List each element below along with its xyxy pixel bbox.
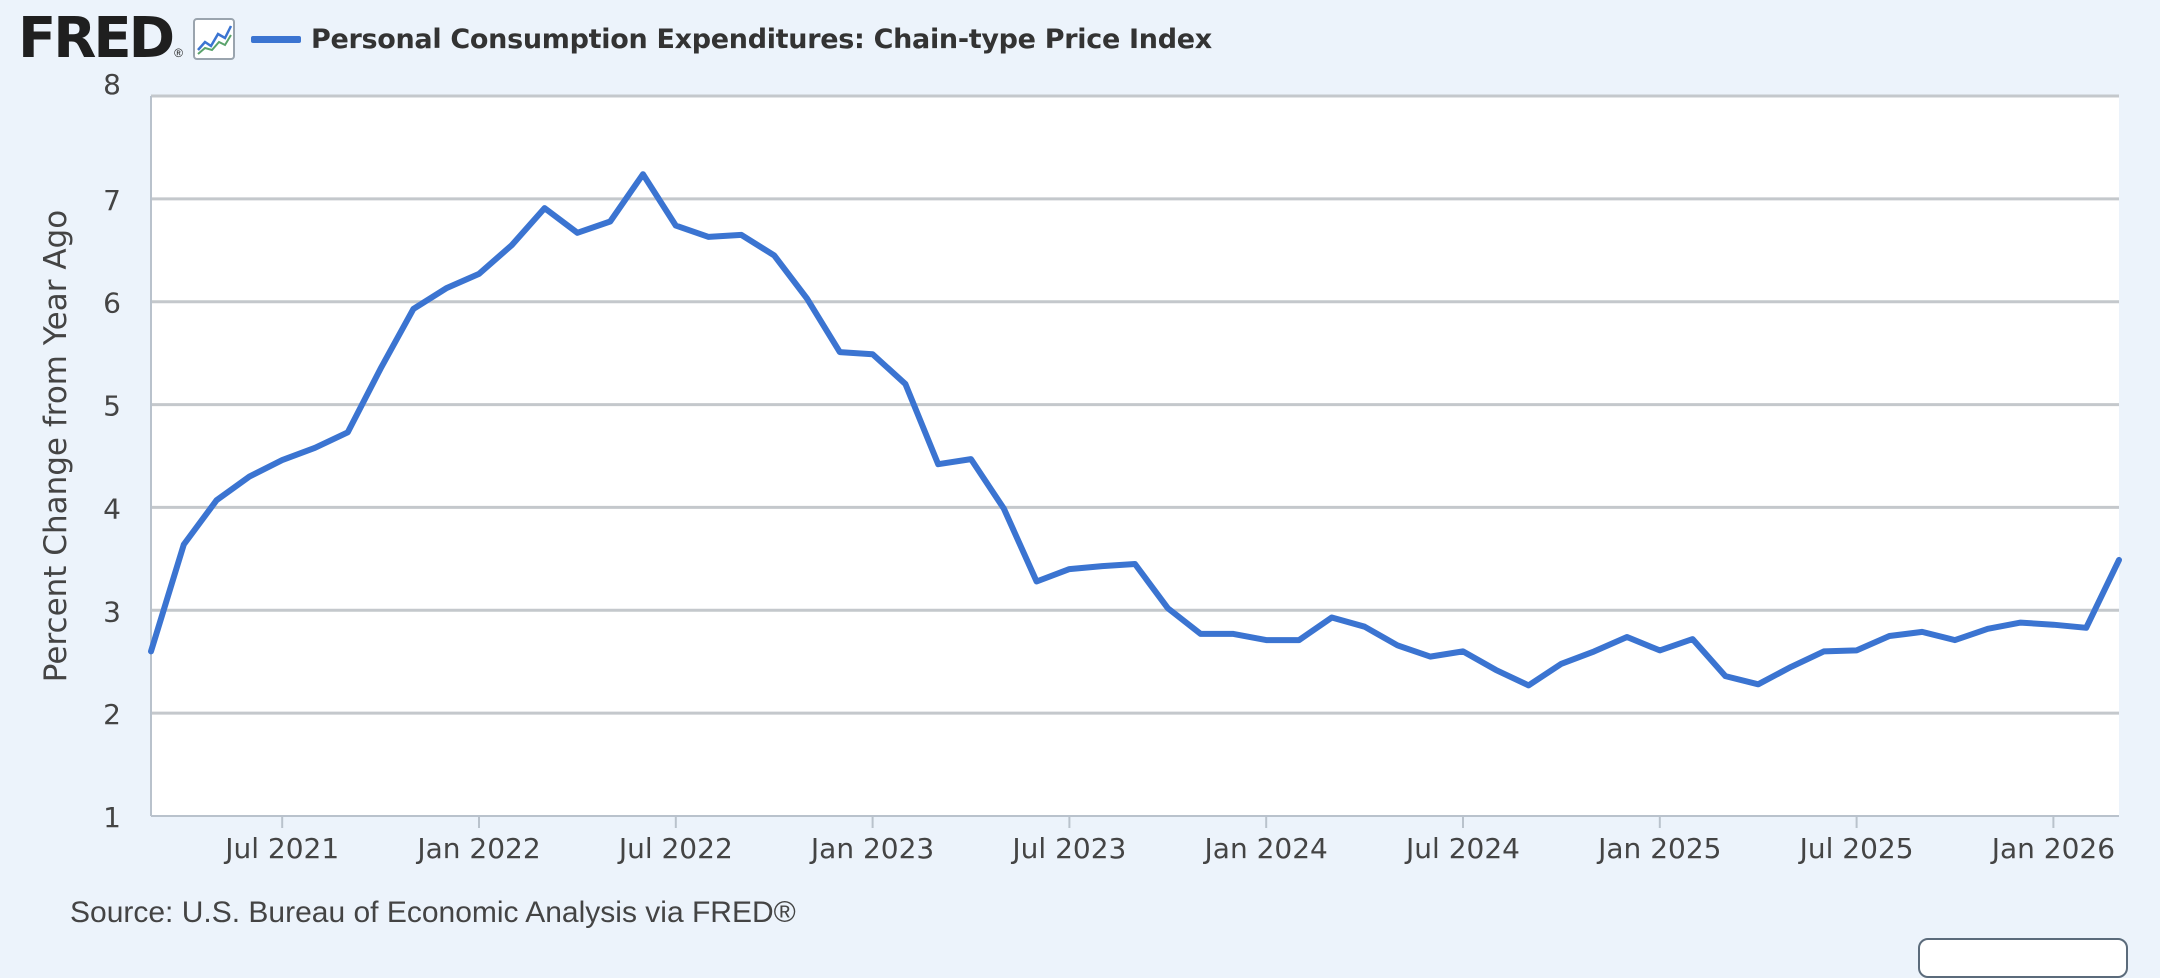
y-axis-label: Percent Change from Year Ago [38,210,74,682]
x-tick-label: Jan 2022 [415,832,540,865]
x-tick-label: Jan 2024 [1203,832,1328,865]
x-tick-label: Jul 2022 [617,832,733,865]
registered-mark: ® [174,46,183,60]
plot-area [151,96,2119,816]
x-axis-ticks: Jul 2021 Jan 2022 Jul 2022 Jan 2023 Jul 2023… [223,816,2115,865]
chart-legend: Personal Consumption Expenditures: Chain… [250,23,1212,55]
y-tick-label: 1 [103,801,121,834]
y-axis-ticks: 1 2 3 4 5 6 7 8 [103,68,121,834]
x-tick-label: Jul 2025 [1798,832,1914,865]
y-tick-label: 2 [103,698,121,731]
line-chart-icon[interactable] [192,18,235,60]
x-tick-label: Jul 2021 [223,832,339,865]
line-chart: 1 2 3 4 5 6 7 8 Jul 2021 Jan 2022 Jul 2022 Jan 202… [38,68,2122,865]
footer-button[interactable] [1918,938,2128,978]
y-tick-label: 6 [103,287,121,320]
legend-swatch [250,35,301,43]
legend-label: Personal Consumption Expenditures: Chain… [310,23,1212,55]
y-tick-label: 8 [103,68,121,101]
y-tick-label: 7 [103,184,121,217]
series-line-pce [148,171,2122,689]
x-tick-label: Jul 2024 [1404,832,1520,865]
gridlines [151,94,2119,715]
y-tick-label: 3 [103,595,121,628]
x-tick-label: Jul 2023 [1010,832,1126,865]
y-tick-label: 4 [103,492,121,525]
fred-logo[interactable]: FRED [18,6,175,71]
x-tick-label: Jan 2026 [1990,832,2115,865]
x-tick-label: Jan 2025 [1596,832,1721,865]
x-tick-label: Jan 2023 [809,832,934,865]
source-note: Source: U.S. Bureau of Economic Analysis… [70,896,796,929]
y-tick-label: 5 [103,390,121,423]
chart-header: FRED ® Personal Consumption Expenditures… [18,6,1212,71]
